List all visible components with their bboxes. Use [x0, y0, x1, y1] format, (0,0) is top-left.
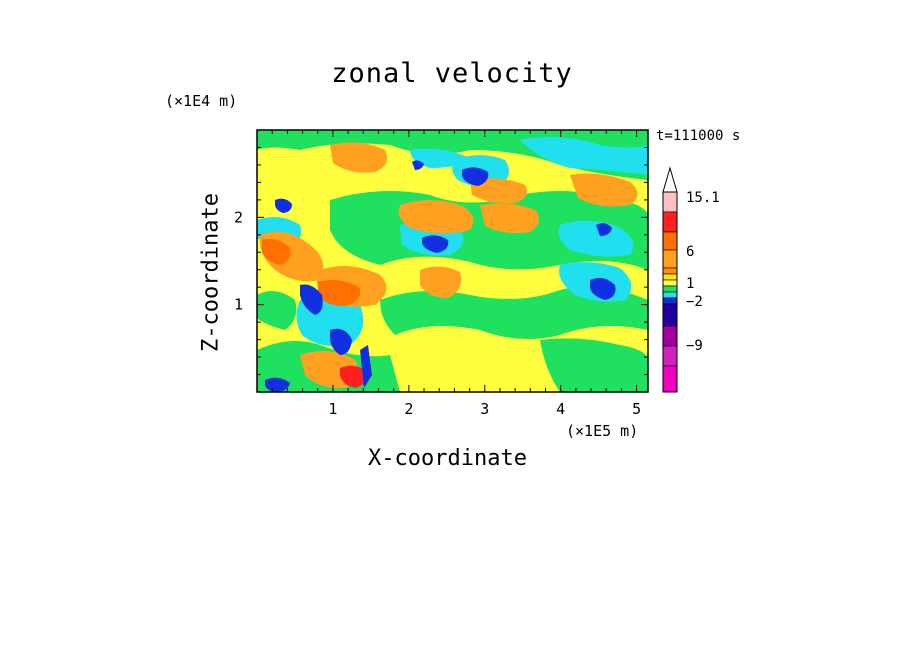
colorbar-label: −2: [686, 294, 703, 310]
colorbar-segment: [662, 285, 678, 293]
colorbar-label: 15.1: [686, 190, 720, 206]
colorbar-label: −9: [686, 338, 703, 354]
colorbar-segment: [662, 211, 678, 233]
axes: 1 2 3 4 5 1 2: [234, 130, 648, 418]
x-tick-label: 5: [632, 400, 641, 418]
time-label: t=111000 s: [656, 128, 741, 144]
colorbar-arrow: [662, 166, 678, 193]
y-axis-unit: (×1E4 m): [165, 92, 238, 110]
colorbar-segment: [662, 191, 678, 213]
colorbar-segment: [662, 249, 678, 269]
colorbar-segment: [662, 273, 678, 281]
colorbar-label: 1: [686, 276, 694, 292]
colorbar-frame: [662, 191, 678, 393]
colorbar-label: 6: [686, 244, 694, 260]
colorbar-segment: [662, 231, 678, 251]
chart-title: zonal velocity: [331, 58, 573, 89]
velocity-field: [257, 130, 648, 392]
y-tick-label: 1: [234, 296, 243, 314]
y-tick-label: 2: [234, 208, 243, 226]
x-tick-label: 1: [328, 400, 337, 418]
colorbar-segment: [662, 303, 678, 327]
x-axis-label: X-coordinate: [368, 446, 527, 471]
x-tick-label: 2: [404, 400, 413, 418]
colorbar-segment: [662, 365, 678, 393]
colorbar-segment: [662, 279, 678, 287]
colorbar-segment: [662, 291, 678, 299]
x-tick-label: 4: [556, 400, 565, 418]
colorbar: 15.1 6 1 −2 −9: [662, 166, 720, 393]
colorbar-segment: [662, 345, 678, 367]
colorbar-segment: [662, 297, 678, 305]
plot-frame: [256, 129, 649, 393]
colorbar-segment: [662, 325, 678, 347]
x-tick-label: 3: [480, 400, 489, 418]
colorbar-segment: [662, 267, 678, 275]
x-axis-unit: (×1E5 m): [566, 422, 639, 440]
